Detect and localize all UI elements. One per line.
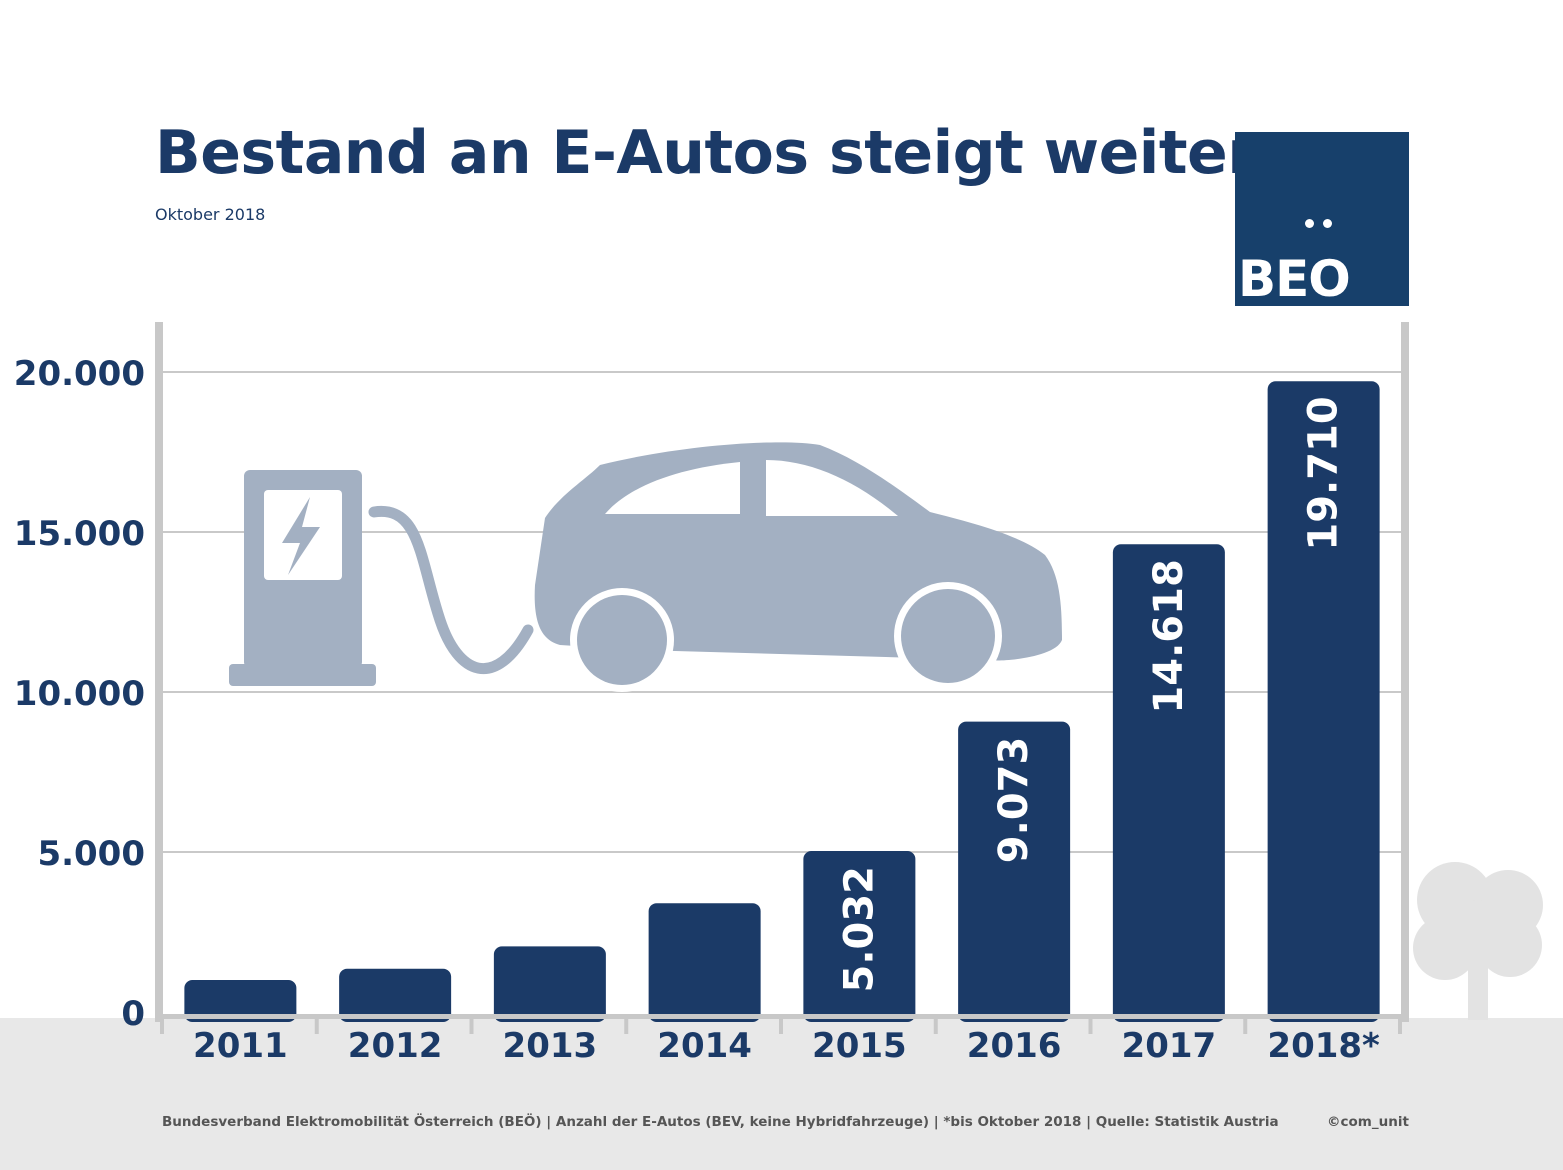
chart-subtitle: Oktober 2018 bbox=[155, 205, 266, 224]
data-label: 19.710 bbox=[1301, 396, 1347, 550]
y-axis-labels: 0 5.000 10.000 15.000 20.000 bbox=[14, 354, 145, 1034]
x-tick-label: 2018* bbox=[1267, 1026, 1380, 1066]
bar-2014 bbox=[648, 903, 761, 1022]
footer-credit: ©com_unit bbox=[1327, 1114, 1409, 1130]
electric-car-icon bbox=[534, 442, 1062, 692]
bar-2018 bbox=[1267, 381, 1380, 1022]
bar-2012 bbox=[339, 968, 452, 1022]
x-tick-label: 2012 bbox=[348, 1026, 443, 1066]
y-tick-label: 5.000 bbox=[37, 834, 145, 874]
footer-source-note: Bundesverband Elektromobilität Österreic… bbox=[162, 1114, 1279, 1130]
x-tick-mark bbox=[1243, 1017, 1248, 1034]
x-tick-label: 2015 bbox=[812, 1026, 907, 1066]
x-tick-label: 2017 bbox=[1122, 1026, 1217, 1066]
x-tick-mark bbox=[314, 1017, 319, 1034]
data-label: 9.073 bbox=[991, 737, 1037, 864]
bar-2017 bbox=[1112, 544, 1225, 1022]
x-tick-mark bbox=[1088, 1017, 1093, 1034]
y-tick-label: 0 bbox=[121, 994, 145, 1034]
y-tick-label: 20.000 bbox=[14, 354, 145, 394]
logo-umlaut-dots bbox=[1305, 213, 1341, 232]
logo-text: BEO bbox=[1238, 250, 1351, 308]
data-label: 5.032 bbox=[836, 866, 882, 993]
bar-2015 bbox=[803, 850, 916, 1022]
chart-title: Bestand an E-Autos steigt weiter bbox=[155, 118, 1257, 188]
ground-band bbox=[0, 1018, 1563, 1170]
x-tick-mark bbox=[624, 1017, 629, 1034]
x-tick-label: 2013 bbox=[503, 1026, 598, 1066]
bar-2016 bbox=[958, 721, 1071, 1022]
lightning-bolt-icon bbox=[282, 497, 320, 575]
left-axis-frame bbox=[155, 322, 163, 1022]
bar-2013 bbox=[493, 946, 606, 1022]
x-tick-label: 2011 bbox=[193, 1026, 288, 1066]
x-tick-mark bbox=[933, 1017, 938, 1034]
right-axis-frame bbox=[1401, 322, 1409, 1022]
bars-group: 5.032 9.073 14.618 19.710 bbox=[184, 381, 1380, 1022]
data-label: 14.618 bbox=[1146, 559, 1192, 713]
beo-logo bbox=[1235, 132, 1409, 306]
charging-station-icon bbox=[229, 470, 534, 686]
bar-2011 bbox=[184, 980, 297, 1022]
x-axis-ticks bbox=[160, 1017, 1402, 1034]
x-axis-line bbox=[155, 1014, 1409, 1019]
x-tick-mark bbox=[160, 1017, 164, 1034]
tree-icon bbox=[1413, 862, 1543, 1020]
y-tick-label: 15.000 bbox=[14, 514, 145, 554]
x-tick-mark bbox=[469, 1017, 474, 1034]
x-tick-mark bbox=[1398, 1017, 1402, 1034]
x-tick-label: 2016 bbox=[967, 1026, 1062, 1066]
x-tick-mark bbox=[779, 1017, 783, 1034]
y-tick-label: 10.000 bbox=[14, 674, 145, 714]
x-axis-labels: 2011 2012 2013 2014 2015 2016 2017 2018* bbox=[193, 1026, 1380, 1066]
x-tick-label: 2014 bbox=[657, 1026, 752, 1066]
